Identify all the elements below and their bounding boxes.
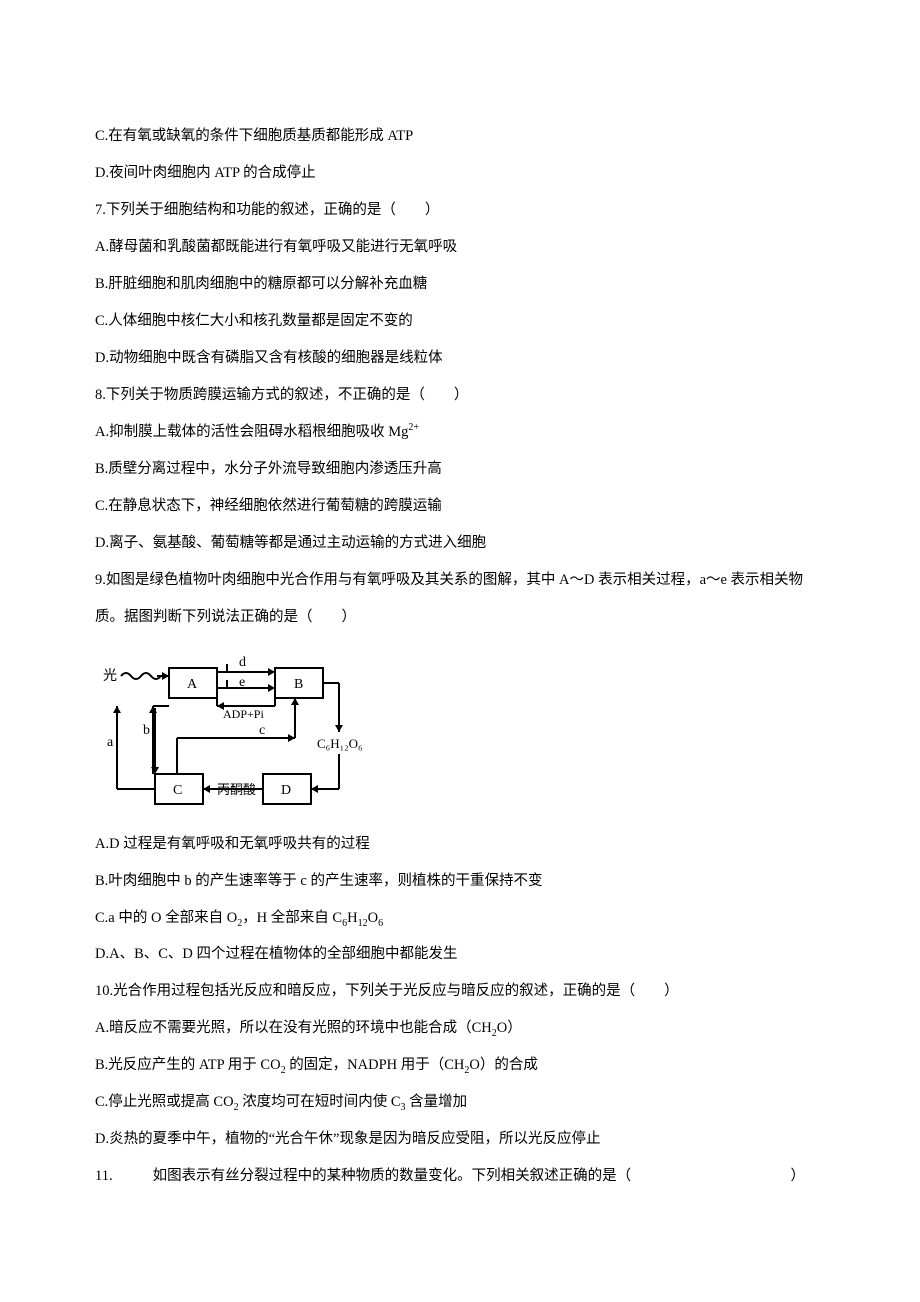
option-c: C.在有氧或缺氧的条件下细胞质基质都能形成 ATP	[95, 118, 825, 155]
diagram-label-d: d	[239, 655, 246, 670]
q10c-text-3: 含量增加	[406, 1094, 468, 1110]
q10-option-b: B.光反应产生的 ATP 用于 CO2 的固定，NADPH 用于（CH2O）的合…	[95, 1047, 825, 1084]
q9-option-c: C.a 中的 O 全部来自 O2，H 全部来自 C6H12O6	[95, 900, 825, 937]
q8a-text: A.抑制膜上载体的活性会阻碍水稻根细胞吸收 Mg	[95, 424, 408, 440]
option-d: D.夜间叶肉细胞内 ATP 的合成停止	[95, 155, 825, 192]
q7-option-c: C.人体细胞中核仁大小和核孔数量都是固定不变的	[95, 303, 825, 340]
q7-option-a: A.酵母菌和乳酸菌都既能进行有氧呼吸又能进行无氧呼吸	[95, 229, 825, 266]
diagram-box-b: B	[294, 677, 303, 692]
exam-page: C.在有氧或缺氧的条件下细胞质基质都能形成 ATP D.夜间叶肉细胞内 ATP …	[0, 0, 920, 1302]
diagram-glucose-label: C₆H₁₂O₆	[317, 736, 363, 751]
diagram-box-c: C	[173, 783, 182, 798]
q8a-sup: 2+	[408, 422, 419, 433]
diagram-light-label: 光	[103, 668, 117, 684]
q9c-sub-4: 6	[378, 917, 383, 928]
question-9: 9.如图是绿色植物叶肉细胞中光合作用与有氧呼吸及其关系的图解，其中 A～D 表示…	[95, 562, 825, 636]
q9c-sub-3: 12	[358, 917, 368, 928]
q10b-text-3: O）的合成	[469, 1057, 537, 1073]
q8-option-c: C.在静息状态下，神经细胞依然进行葡萄糖的跨膜运输	[95, 488, 825, 525]
q10b-text-1: B.光反应产生的 ATP 用于 CO	[95, 1057, 281, 1073]
q9c-text-1: C.a 中的 O 全部来自 O	[95, 910, 237, 926]
q10b-text-2: 的固定，NADPH 用于（CH	[286, 1057, 465, 1073]
question-10: 10.光合作用过程包括光反应和暗反应，下列关于光反应与暗反应的叙述，正确的是（ …	[95, 973, 825, 1010]
q9c-h: H	[347, 910, 357, 926]
q7-option-d: D.动物细胞中既含有磷脂又含有核酸的细胞器是线粒体	[95, 340, 825, 377]
q10a-post: O）	[497, 1020, 522, 1036]
q9-option-b: B.叶肉细胞中 b 的产生速率等于 c 的产生速率，则植株的干重保持不变	[95, 863, 825, 900]
q10-option-d: D.炎热的夏季中午，植物的“光合午休”现象是因为暗反应受阻，所以光反应停止	[95, 1121, 825, 1158]
q8-option-b: B.质壁分离过程中，水分子外流导致细胞内渗透压升高	[95, 451, 825, 488]
q9c-o: O	[368, 910, 378, 926]
q9-option-a: A.D 过程是有氧呼吸和无氧呼吸共有的过程	[95, 826, 825, 863]
q11-number: 11.	[95, 1158, 113, 1195]
q8-option-a: A.抑制膜上载体的活性会阻碍水稻根细胞吸收 Mg2+	[95, 414, 825, 451]
q9-diagram: 光 A B C D a b c d e ADP+Pi 丙酮酸 C₆H₁₂O₆	[95, 646, 825, 816]
q10-option-c: C.停止光照或提高 CO2 浓度均可在短时间内使 C3 含量增加	[95, 1084, 825, 1121]
question-11: 11. 如图表示有丝分裂过程中的某种物质的数量变化。下列相关叙述正确的是（ ）	[95, 1158, 825, 1195]
diagram-box-a: A	[187, 677, 198, 692]
diagram-label-e: e	[239, 675, 245, 690]
diagram-pyruvate-label: 丙酮酸	[217, 782, 256, 797]
q9c-text-2: ，H 全部来自 C	[242, 910, 342, 926]
question-8: 8.下列关于物质跨膜运输方式的叙述，不正确的是（ ）	[95, 377, 825, 414]
q10a-text: A.暗反应不需要光照，所以在没有光照的环境中也能合成（CH	[95, 1020, 492, 1036]
diagram-adp-label: ADP+Pi	[223, 707, 264, 721]
q8-option-d: D.离子、氨基酸、葡萄糖等都是通过主动运输的方式进入细胞	[95, 525, 825, 562]
q10c-text-2: 浓度均可在短时间内使 C	[239, 1094, 401, 1110]
q7-option-b: B.肝脏细胞和肌肉细胞中的糖原都可以分解补充血糖	[95, 266, 825, 303]
diagram-label-b: b	[143, 723, 150, 738]
diagram-label-c: c	[259, 723, 265, 738]
q11-text: 如图表示有丝分裂过程中的某种物质的数量变化。下列相关叙述正确的是（	[113, 1158, 791, 1195]
diagram-label-a: a	[107, 735, 114, 750]
q11-close-paren: ）	[791, 1158, 826, 1195]
q10c-text-1: C.停止光照或提高 CO	[95, 1094, 234, 1110]
question-7: 7.下列关于细胞结构和功能的叙述，正确的是（ ）	[95, 192, 825, 229]
diagram-box-d: D	[281, 783, 291, 798]
q9-option-d: D.A、B、C、D 四个过程在植物体的全部细胞中都能发生	[95, 936, 825, 973]
q10-option-a: A.暗反应不需要光照，所以在没有光照的环境中也能合成（CH2O）	[95, 1010, 825, 1047]
